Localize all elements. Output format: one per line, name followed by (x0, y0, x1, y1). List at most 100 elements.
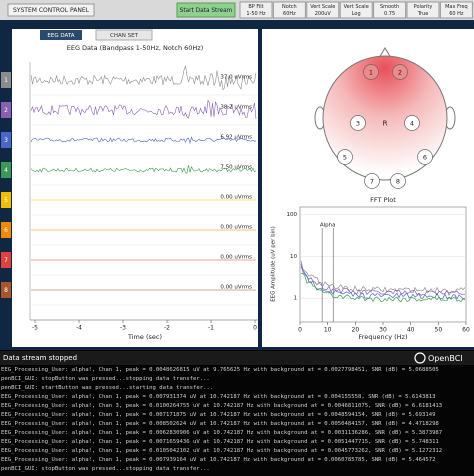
eeg-trace (30, 99, 257, 120)
control-label: Notch (282, 4, 297, 10)
control-label: Vert Scale (310, 4, 335, 10)
y-tick-label: 100 (287, 212, 298, 218)
console: EEG_Processing_User: alpha!, Chan 1, pea… (0, 366, 474, 476)
console-line: EEG_Processing_User: alpha!, Chan 1, pea… (1, 394, 436, 400)
control-value: Log (352, 11, 361, 17)
channel-number-box[interactable] (1, 192, 11, 208)
head (322, 55, 448, 181)
x-tick-label: -1 (208, 325, 214, 332)
channel-number: 8 (4, 287, 8, 294)
console-line: EEG_Processing_User: alpha!, Chan 1, pea… (1, 421, 439, 427)
x-tick-label: 20 (352, 327, 360, 334)
channel-number-box[interactable] (1, 162, 11, 178)
channel-rms: 7.50 uVrms (220, 165, 252, 171)
tab[interactable] (95, 29, 153, 41)
channel-rms: 0.00 uVrms (220, 195, 252, 201)
panel-button-label: SYSTEM CONTROL PANEL (13, 7, 90, 14)
control-button[interactable] (406, 1, 440, 19)
eeg-title: EEG Data (Bandpass 1-50Hz, Notch 60Hz) (67, 44, 204, 52)
control-value: 0.75 (384, 11, 395, 17)
console-line: penBCI_GUI: stopButton was pressed...sto… (1, 376, 210, 382)
electrode-label: 4 (410, 120, 414, 128)
electrode-label: 7 (370, 178, 374, 186)
logo-icon (414, 352, 426, 364)
console-line: penBCI_GUI: startButton was pressed...st… (1, 385, 214, 391)
console-line: EEG_Processing_User: alpha!, Chan 1, pea… (1, 457, 436, 463)
x-axis-label: Time (sec) (127, 333, 162, 341)
electrode (392, 64, 408, 80)
reference-label: R (383, 120, 388, 128)
x-tick-label: 50 (435, 327, 443, 334)
channel-number-box[interactable] (1, 102, 11, 118)
x-tick-label: 30 (379, 327, 387, 334)
electrode-label: 3 (356, 120, 360, 128)
y-tick-label: 1 (294, 296, 298, 302)
console-line: penBCI_GUI: stopButton was pressed...sto… (1, 466, 210, 472)
console-line: EEG_Processing_User: alpha!, Chan 1, pea… (1, 412, 436, 418)
x-tick-label: -5 (32, 325, 38, 332)
eeg-panel (12, 29, 258, 347)
console-line: EEG_Processing_User: alpha!, Chan 1, pea… (1, 448, 443, 454)
control-button[interactable] (339, 1, 373, 19)
control-label: BP Filt (248, 4, 263, 10)
x-tick-label: 0 (253, 325, 257, 332)
gui: SYSTEM CONTROL PANEL Start Data Stream E… (0, 0, 474, 365)
fft-trace (300, 266, 466, 300)
electrode-label: 1 (369, 69, 373, 77)
channel-rms: 0.00 uVrms (220, 255, 252, 261)
fft-trace (300, 263, 466, 296)
channel-number: 1 (4, 77, 8, 84)
x-tick-label: -2 (164, 325, 170, 332)
tab-active[interactable] (40, 30, 82, 40)
y-tick-label: 10 (290, 254, 297, 260)
control-button[interactable] (439, 1, 473, 19)
channel-number: 5 (4, 197, 8, 204)
channel-number-box[interactable] (1, 222, 11, 238)
channel-number: 7 (4, 257, 8, 264)
channel-rms: 6.92 uVrms (220, 135, 252, 141)
console-line: EEG_Processing_User: alpha!, Chan 1, pea… (1, 430, 443, 436)
electrode-label: 5 (343, 154, 347, 162)
control-label: Max Freq (445, 4, 468, 10)
x-tick-label: 40 (407, 327, 415, 334)
console-line: EEG_Processing_User: alpha!, Chan 1, pea… (1, 439, 439, 445)
control-button[interactable] (239, 1, 273, 19)
fft-title: FFT Plot (370, 196, 396, 204)
eeg-trace (30, 65, 257, 91)
control-label: Polarity (414, 4, 433, 10)
control-value: 60 Hz (449, 11, 464, 17)
control-label: Vert Scale (344, 4, 369, 10)
channel-number: 2 (4, 107, 8, 114)
fft-x-label: Frequency (Hz) (358, 333, 407, 341)
electrode-label: 2 (398, 69, 402, 77)
channel-rms: 38.2 uVrms (220, 105, 252, 111)
electrode (404, 115, 420, 131)
control-value: 60Hz (283, 11, 296, 17)
control-value: True (417, 11, 429, 17)
channel-rms: 37.0 uVrms (220, 75, 252, 81)
control-button[interactable] (306, 1, 340, 19)
channel-number: 6 (4, 227, 8, 234)
channel-number-box[interactable] (1, 282, 11, 298)
tab-label: CHAN SET (110, 33, 139, 39)
x-tick-label: 0 (298, 327, 302, 334)
control-button[interactable] (272, 1, 306, 19)
control-button[interactable] (373, 1, 407, 19)
x-tick-label: -4 (76, 325, 82, 332)
x-tick-label: 10 (324, 327, 332, 334)
electrode (417, 149, 433, 165)
stream-button[interactable] (176, 2, 236, 18)
channel-number-box[interactable] (1, 132, 11, 148)
electrode (350, 115, 366, 131)
electrode (390, 173, 406, 189)
channel-number-box[interactable] (1, 72, 11, 88)
channel-number-box[interactable] (1, 252, 11, 268)
logo: OpenBCI (428, 354, 463, 363)
eeg-trace (30, 164, 257, 174)
panel-button[interactable] (7, 3, 95, 17)
stream-button-label: Start Data Stream (180, 8, 233, 14)
fft-trace (300, 272, 466, 303)
electrode-label: 6 (423, 154, 427, 162)
console-line: EEG_Processing_User: alpha!, Chan 1, pea… (1, 367, 439, 373)
electrode (363, 64, 379, 80)
